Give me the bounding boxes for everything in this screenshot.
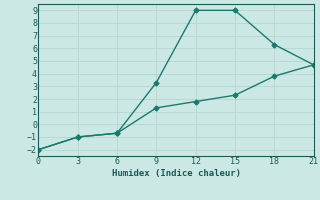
X-axis label: Humidex (Indice chaleur): Humidex (Indice chaleur) bbox=[111, 169, 241, 178]
